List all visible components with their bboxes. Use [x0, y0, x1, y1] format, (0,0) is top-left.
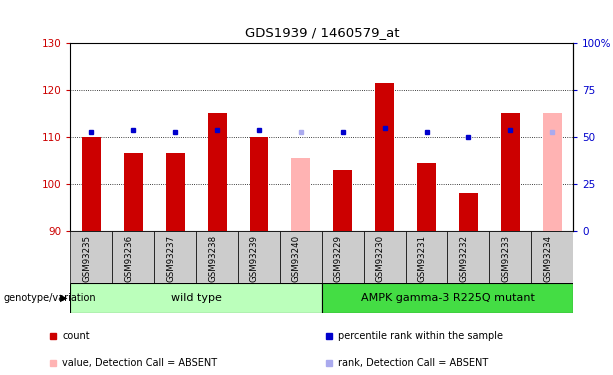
Bar: [364, 231, 406, 283]
Text: GSM93239: GSM93239: [250, 235, 259, 282]
Bar: [112, 231, 154, 283]
Bar: [238, 231, 280, 283]
Bar: [417, 163, 436, 231]
Text: GSM93234: GSM93234: [543, 235, 552, 282]
Text: GSM93240: GSM93240: [292, 235, 301, 282]
Bar: [322, 231, 364, 283]
Text: GSM93229: GSM93229: [333, 235, 343, 282]
Bar: [459, 193, 478, 231]
Text: GSM93233: GSM93233: [501, 235, 510, 282]
Bar: [447, 231, 489, 283]
Text: GSM93230: GSM93230: [376, 235, 385, 282]
Bar: [70, 231, 112, 283]
Text: count: count: [62, 331, 89, 341]
Text: value, Detection Call = ABSENT: value, Detection Call = ABSENT: [62, 358, 217, 368]
Text: percentile rank within the sample: percentile rank within the sample: [338, 331, 503, 341]
Text: GSM93235: GSM93235: [82, 235, 91, 282]
Bar: [196, 231, 238, 283]
Bar: [489, 231, 531, 283]
Text: GSM93236: GSM93236: [124, 235, 134, 282]
Bar: [543, 113, 562, 231]
Text: GSM93237: GSM93237: [166, 235, 175, 282]
Bar: [531, 231, 573, 283]
Text: rank, Detection Call = ABSENT: rank, Detection Call = ABSENT: [338, 358, 489, 368]
Bar: [82, 137, 101, 231]
Text: GSM93238: GSM93238: [208, 235, 217, 282]
Bar: [70, 283, 322, 313]
Text: genotype/variation: genotype/variation: [3, 293, 96, 303]
Text: GSM93232: GSM93232: [459, 235, 468, 282]
Bar: [333, 170, 352, 231]
Bar: [208, 113, 227, 231]
Text: AMPK gamma-3 R225Q mutant: AMPK gamma-3 R225Q mutant: [360, 293, 535, 303]
Text: wild type: wild type: [171, 293, 221, 303]
Bar: [154, 231, 196, 283]
Bar: [375, 83, 394, 231]
Bar: [322, 283, 573, 313]
Bar: [249, 137, 268, 231]
Bar: [280, 231, 322, 283]
Text: GSM93231: GSM93231: [417, 235, 427, 282]
Bar: [124, 153, 143, 231]
Bar: [166, 153, 185, 231]
Text: ▶: ▶: [60, 293, 67, 303]
Bar: [406, 231, 447, 283]
Bar: [291, 158, 310, 231]
Bar: [501, 113, 520, 231]
Title: GDS1939 / 1460579_at: GDS1939 / 1460579_at: [245, 26, 399, 39]
